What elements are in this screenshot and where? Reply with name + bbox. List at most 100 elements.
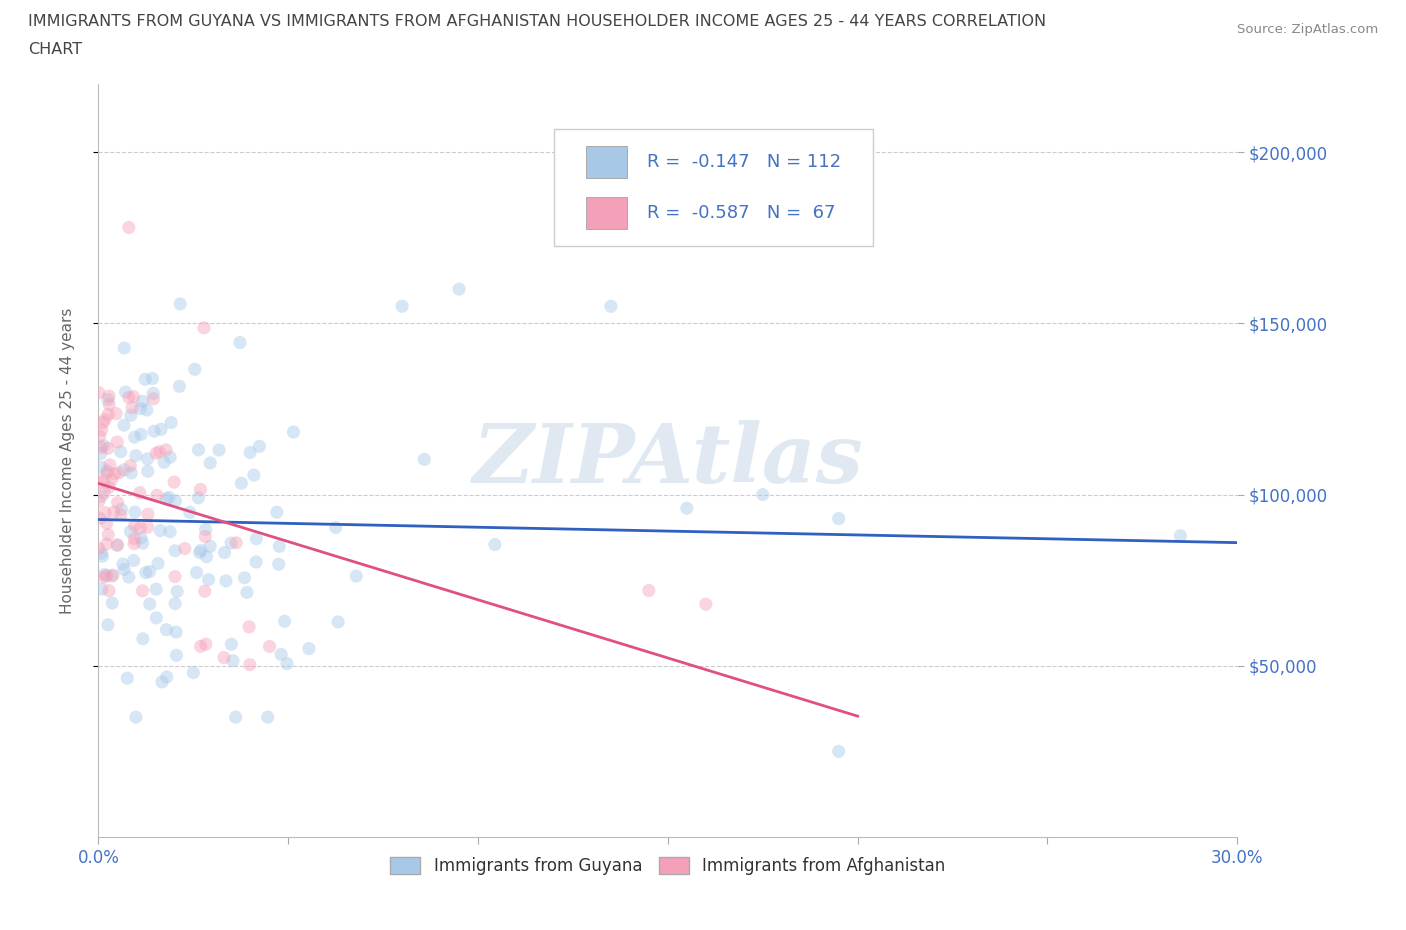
Point — [169, 379, 191, 393]
Point — [256, 710, 278, 724]
Point — [98, 458, 121, 472]
Point — [97, 527, 120, 542]
Point — [122, 390, 145, 405]
Point — [129, 530, 152, 545]
Point — [96, 516, 118, 531]
FancyBboxPatch shape — [554, 129, 873, 246]
Point — [117, 671, 139, 685]
Point — [221, 637, 243, 652]
Point — [125, 448, 148, 463]
Point — [90, 459, 112, 474]
Point — [93, 438, 115, 453]
Point — [105, 538, 128, 552]
Point — [105, 538, 128, 552]
Point — [120, 525, 142, 539]
Text: R =  -0.587   N =  67: R = -0.587 N = 67 — [647, 205, 835, 222]
Point — [149, 523, 172, 538]
Point — [103, 505, 125, 520]
Point — [96, 537, 118, 551]
Point — [165, 596, 187, 611]
Point — [98, 480, 121, 495]
FancyBboxPatch shape — [586, 197, 627, 229]
Point — [219, 536, 242, 551]
Point — [114, 384, 136, 399]
Point — [131, 583, 153, 598]
Point — [695, 597, 717, 612]
Text: ZIPAtlas: ZIPAtlas — [472, 420, 863, 500]
Point — [145, 582, 167, 597]
Point — [124, 518, 146, 533]
Point — [129, 521, 152, 536]
Point — [145, 610, 167, 625]
FancyBboxPatch shape — [586, 146, 627, 178]
Point — [391, 299, 413, 313]
Point — [124, 505, 146, 520]
Point — [190, 639, 212, 654]
Point — [107, 495, 129, 510]
Point — [159, 450, 181, 465]
Point — [270, 647, 292, 662]
Point — [122, 553, 145, 568]
Point — [449, 282, 471, 297]
Point — [157, 490, 180, 505]
Point — [93, 485, 115, 500]
Point — [190, 482, 212, 497]
Point — [141, 371, 163, 386]
Point — [276, 657, 298, 671]
Point — [165, 494, 187, 509]
Point — [186, 565, 208, 580]
Point — [198, 456, 221, 471]
Point — [132, 536, 155, 551]
Point — [238, 619, 260, 634]
Point — [236, 585, 259, 600]
Point — [111, 557, 134, 572]
Point — [184, 362, 207, 377]
Point — [222, 654, 245, 669]
Point — [153, 455, 176, 470]
Point — [225, 536, 247, 551]
Point — [94, 505, 117, 520]
Text: CHART: CHART — [28, 42, 82, 57]
Point — [122, 537, 145, 551]
Point — [239, 445, 262, 460]
Point — [93, 472, 115, 487]
Point — [225, 710, 247, 724]
Point — [165, 543, 187, 558]
Point — [91, 415, 114, 430]
Point — [269, 538, 291, 553]
Point — [139, 596, 162, 611]
Point — [148, 445, 170, 459]
Point — [90, 440, 112, 455]
Text: R =  -0.147   N = 112: R = -0.147 N = 112 — [647, 153, 841, 171]
Point — [166, 584, 188, 599]
Point — [101, 595, 124, 610]
Point — [94, 412, 117, 427]
Point — [283, 425, 305, 440]
Point — [229, 335, 252, 350]
Point — [135, 403, 157, 418]
Point — [90, 546, 112, 561]
Point — [193, 320, 215, 335]
Point — [600, 299, 623, 313]
Point — [145, 445, 167, 460]
Point — [146, 556, 169, 571]
Point — [118, 390, 141, 405]
Point — [93, 567, 115, 582]
Point — [110, 502, 132, 517]
Point — [105, 434, 128, 449]
Point — [97, 407, 120, 422]
Point — [194, 637, 217, 652]
Point — [101, 567, 124, 582]
Point — [233, 570, 256, 585]
Point — [160, 415, 183, 430]
Point — [212, 650, 235, 665]
Point — [100, 472, 122, 487]
Point — [87, 541, 110, 556]
Point — [197, 572, 219, 587]
Point — [676, 501, 699, 516]
Point — [243, 468, 266, 483]
Point — [96, 568, 118, 583]
Point — [200, 539, 222, 554]
Point — [239, 658, 262, 672]
Legend: Immigrants from Guyana, Immigrants from Afghanistan: Immigrants from Guyana, Immigrants from … — [384, 850, 952, 882]
